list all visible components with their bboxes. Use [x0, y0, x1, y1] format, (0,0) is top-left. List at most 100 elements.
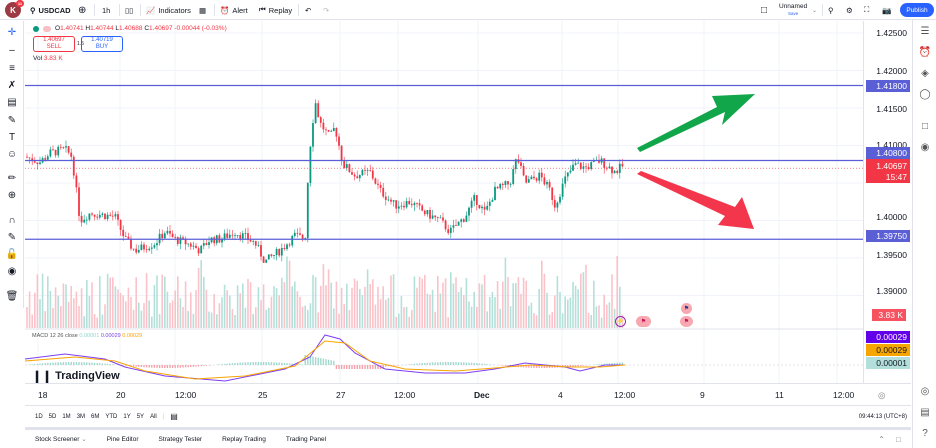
- ruler-icon[interactable]: ✏: [7, 172, 17, 184]
- range-5y[interactable]: 5Y: [136, 413, 145, 420]
- interval-button[interactable]: 1h: [102, 5, 111, 15]
- redo-button[interactable]: ↷: [323, 0, 329, 20]
- price-axis[interactable]: 1.42500 1.42000 1.41500 1.41000 1.40000 …: [863, 21, 911, 383]
- maximize-panel-button[interactable]: □: [896, 434, 901, 444]
- visibility-toggle[interactable]: [43, 25, 51, 32]
- drawing-toolbar: ✛ – ≡ ✗ ▤ ✎ T ☺ ✏ ⊕ ∩ ✎ 🔓 ◉ 🗑: [0, 21, 24, 308]
- replay-button[interactable]: ⏮ Replay: [259, 5, 293, 15]
- calendar-icon[interactable]: ▤: [920, 406, 930, 418]
- time-axis[interactable]: 18 20 12:00 25 27 12:00 Dec 4 12:00 9 11…: [25, 383, 911, 405]
- lock-drawing-icon[interactable]: ✎: [7, 231, 17, 243]
- range-3m[interactable]: 3M: [76, 413, 86, 420]
- tab-stock-screener[interactable]: Stock Screener ⌄: [35, 436, 87, 443]
- pattern-icon[interactable]: ✗: [7, 79, 17, 91]
- clock-timezone[interactable]: 09:44:13 (UTC+8): [858, 413, 907, 420]
- price-label: 1.40000: [876, 212, 907, 222]
- event-us-flag-icon[interactable]: ⚑: [681, 303, 692, 314]
- fullscreen-icon: ⛶: [864, 5, 870, 14]
- time-label: 27: [336, 390, 346, 400]
- add-symbol-button[interactable]: ⊕: [78, 0, 86, 20]
- prediction-icon[interactable]: ▤: [7, 96, 17, 108]
- price-chart[interactable]: [25, 21, 863, 383]
- chevron-down-icon: ⌄: [812, 7, 818, 14]
- time-label: 12:00: [394, 390, 416, 400]
- right-sidebar: ☰ ⏰ ◈ ◯ □ ◉ ◎ ▤ ?: [912, 20, 936, 448]
- emoji-icon[interactable]: ☺: [6, 148, 18, 160]
- tradingview-logo[interactable]: ❙❙ TradingView: [32, 369, 120, 383]
- target-icon[interactable]: ◎: [920, 385, 930, 397]
- brush-icon[interactable]: ✎: [7, 114, 17, 126]
- lower-line-price-tag: 1.39750: [866, 230, 910, 242]
- camera-icon: 📷: [882, 5, 892, 15]
- tab-trading-panel[interactable]: Trading Panel: [285, 435, 327, 443]
- chat-icon[interactable]: □: [921, 120, 929, 132]
- multi-layout-button[interactable]: □: [761, 0, 767, 20]
- undo-button[interactable]: ↶: [305, 0, 311, 20]
- symbol-search-button[interactable]: ⚲ USDCAD: [30, 5, 71, 15]
- tab-pine-editor[interactable]: Pine Editor: [106, 435, 139, 443]
- range-5d[interactable]: 5D: [48, 413, 57, 420]
- goto-date-icon[interactable]: ▤: [170, 412, 178, 421]
- range-6m[interactable]: 6M: [91, 413, 100, 420]
- range-all[interactable]: All: [150, 413, 157, 420]
- trend-line-icon[interactable]: –: [9, 44, 15, 56]
- lock-icon[interactable]: 🔓: [5, 248, 19, 260]
- axis-settings-icon[interactable]: ◎: [878, 390, 886, 400]
- event-lightning-icon[interactable]: ⚡: [615, 316, 626, 327]
- plus-circle-icon: ⊕: [78, 4, 87, 16]
- range-1d[interactable]: 1D: [35, 413, 43, 420]
- text-icon[interactable]: T: [8, 131, 16, 143]
- tab-replay-trading[interactable]: Replay Trading: [222, 435, 266, 443]
- settings-button[interactable]: ⚙: [846, 0, 853, 20]
- range-1m[interactable]: 1M: [62, 413, 71, 420]
- event-flag-icon[interactable]: ⚑: [636, 316, 651, 327]
- lightbulb-icon[interactable]: ◯: [919, 88, 931, 100]
- quick-search-button[interactable]: ⚲: [828, 0, 834, 20]
- range-ytd[interactable]: YTD: [105, 413, 118, 420]
- range-1y[interactable]: 1Y: [123, 413, 131, 420]
- crosshair-icon[interactable]: ✛: [7, 26, 17, 38]
- fib-retracement-icon[interactable]: ≡: [9, 62, 15, 74]
- event-flag-icon[interactable]: ⚑: [680, 316, 693, 327]
- zoom-in-icon[interactable]: ⊕: [7, 189, 17, 201]
- layers-icon[interactable]: ◈: [921, 67, 929, 79]
- signals-icon[interactable]: ◉: [920, 141, 930, 153]
- time-label: 12:00: [175, 390, 197, 400]
- alert-button[interactable]: ⏰ Alert: [220, 5, 248, 15]
- trash-icon[interactable]: 🗑: [5, 290, 19, 302]
- help-icon[interactable]: ?: [922, 427, 928, 439]
- price-label: 1.39000: [876, 286, 907, 296]
- time-label: 12:00: [614, 390, 636, 400]
- eye-icon[interactable]: ◉: [7, 265, 17, 277]
- sell-button[interactable]: 1.40697 SELL: [33, 36, 75, 52]
- grid-icon: ▦: [199, 5, 207, 15]
- publish-button[interactable]: Publish: [900, 3, 934, 17]
- alarm-clock-icon[interactable]: ⏰: [918, 46, 932, 58]
- candles-icon: ▯▯: [125, 5, 134, 15]
- screenshot-button[interactable]: 📷: [882, 0, 891, 20]
- price-label: 1.39500: [876, 250, 907, 260]
- top-toolbar: K 11 ⚲ USDCAD ⊕ 1h ▯▯ 📈 Indicators ▦ ⏰ Alert…: [0, 0, 936, 20]
- tab-strategy-tester[interactable]: Strategy Tester: [158, 435, 203, 443]
- collapse-panel-button[interactable]: ⌃: [878, 434, 885, 444]
- signal-tag: 0.00029: [866, 344, 910, 356]
- chart-type-button[interactable]: ▯▯: [125, 0, 133, 20]
- time-label: 4: [558, 390, 563, 400]
- alarm-plus-icon: ⏰: [220, 5, 230, 15]
- layout-dropdown[interactable]: ⌄: [812, 0, 817, 20]
- search-icon: ⚲: [30, 5, 36, 15]
- notification-badge: 11: [16, 0, 24, 7]
- layout-name-button[interactable]: Unnamed Save: [779, 3, 808, 16]
- watchlist-icon[interactable]: ☰: [920, 25, 930, 37]
- templates-button[interactable]: ▦: [199, 0, 206, 20]
- time-label: 18: [38, 390, 48, 400]
- indicators-button[interactable]: 📈 Indicators: [146, 5, 191, 15]
- magnet-icon[interactable]: ∩: [8, 214, 16, 226]
- market-open-dot: [33, 25, 39, 32]
- user-avatar[interactable]: K 11: [5, 0, 24, 18]
- macd-tag: 0.00029: [866, 331, 910, 343]
- upper-line-price-tag: 1.41800: [866, 80, 910, 92]
- price-label: 1.42000: [876, 66, 907, 76]
- fullscreen-button[interactable]: ⛶: [864, 0, 869, 20]
- buy-button[interactable]: 1.40719 BUY: [81, 36, 123, 52]
